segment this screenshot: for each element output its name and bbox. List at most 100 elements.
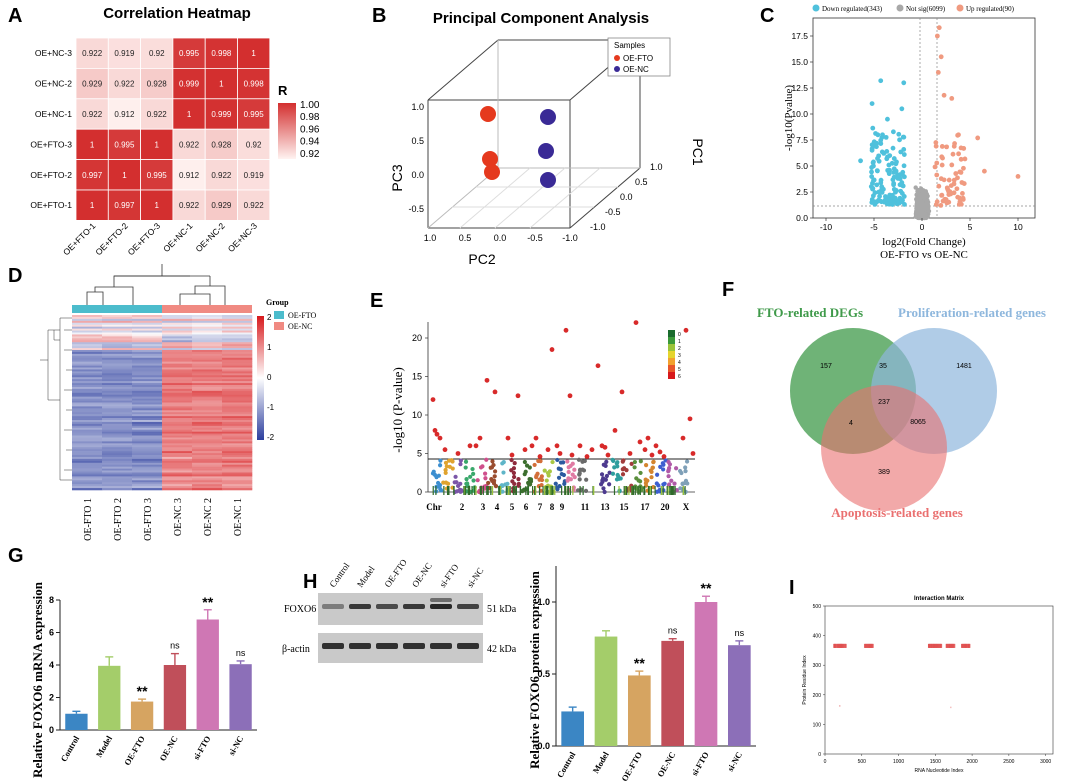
heatmap-d-cell [222, 316, 253, 320]
manhattan-point [490, 459, 495, 464]
heatmap-d-cell [222, 351, 253, 355]
pca-pc2-tick: 1.0 [424, 233, 437, 243]
heatmap-d-cell [222, 328, 253, 331]
heatmap-cell-value: 0.919 [244, 171, 265, 180]
bar-category-label: OE-FTO [122, 734, 147, 767]
heatmap-d-cell [222, 453, 253, 456]
heatmap-d-cell [132, 421, 163, 425]
heatmap-d-cell [72, 398, 103, 401]
matrix-point [838, 705, 841, 707]
matrix-xlabel: RNA Nucleotide Index [915, 768, 964, 774]
heatmap-d-cell [192, 361, 223, 364]
manhattan-scale-swatch [668, 344, 675, 351]
manhattan-point [661, 467, 666, 472]
heatmap-d-cell [72, 412, 103, 415]
heatmap-d-cell [192, 377, 223, 380]
heatmap-d-cell [102, 381, 133, 384]
manhattan-point [491, 481, 497, 486]
heatmap-d-cell [162, 315, 193, 318]
heatmap-d-cell [162, 357, 193, 361]
heatmap-d-cell [102, 383, 133, 386]
manhattan-density-bar [650, 486, 652, 495]
blot-actin [318, 633, 483, 663]
heatmap-d-cell [102, 390, 133, 394]
heatmap-d-cell [102, 340, 133, 343]
heatmap-d-cell [102, 425, 133, 429]
heatmap-d-cell [102, 342, 133, 345]
heatmap-d-cell [162, 326, 193, 329]
manhattan-point [488, 465, 493, 470]
heatmap-d-cell [222, 318, 253, 322]
volcano-point-ns [915, 188, 920, 194]
heatmap-d-xlabel: OE-NC 1 [233, 498, 244, 536]
manhattan-point [577, 468, 583, 473]
blot-band-foxo6 [430, 598, 452, 602]
bar [694, 602, 718, 746]
volcano-point-up [957, 195, 962, 201]
bar [561, 711, 584, 746]
heatmap-d-cell [102, 445, 133, 448]
heatmap-d-cell [192, 451, 223, 454]
heatmap-d-cell [102, 455, 133, 458]
blot-band-actin [376, 643, 398, 649]
manhattan-point-sig [537, 454, 543, 459]
heatmap-d-cell [162, 435, 193, 438]
manhattan-point [471, 478, 476, 483]
heatmap-d-cell [162, 398, 193, 401]
heatmap-row-label: OE+FTO-2 [30, 170, 72, 180]
volcano-point-up [944, 144, 950, 150]
heatmap-d-cell [72, 431, 103, 434]
heatmap-d-cell [222, 466, 253, 469]
heatmap-d-cell [72, 402, 103, 405]
heatmap-d-cell [132, 357, 163, 361]
heatmap-d-cell [132, 462, 163, 466]
heatmap-d-cell [222, 472, 253, 475]
manhattan-ytick: 10 [412, 410, 422, 420]
pca-pc1-tick: 0.5 [635, 177, 648, 187]
heatmap-cell-value: 0.995 [244, 110, 265, 119]
manhattan-chr-label: 11 [581, 502, 590, 512]
manhattan-point [501, 470, 506, 475]
heatmap-cell-value: 0.922 [82, 110, 103, 119]
heatmap-d-cell [162, 462, 193, 466]
manhattan-point [443, 480, 449, 485]
heatmap-d-cell [192, 388, 223, 392]
pca-pc2-tick: 0.5 [459, 233, 472, 243]
heatmap-cell-value: 0.929 [82, 80, 103, 89]
heatmap-d-cell [132, 344, 163, 347]
manhattan-point-sig [522, 447, 528, 453]
heatmap-d-cell [132, 375, 163, 378]
heatmap-d-cell [162, 338, 193, 341]
heatmap-d-cell [162, 336, 193, 339]
volcano-point-down [901, 163, 907, 169]
heatmap-d-legend-title: Group [266, 298, 289, 307]
heatmap-d-cell [72, 377, 103, 380]
heatmap-d-cell [102, 359, 133, 362]
heatmap-d-cell [102, 468, 133, 471]
pca-points [480, 106, 556, 188]
volcano-point-up [958, 170, 964, 175]
manhattan-density-bar [634, 486, 636, 495]
volcano-point-ns [916, 201, 921, 206]
volcano-point-ns [916, 212, 922, 217]
heatmap-d-cell [162, 439, 193, 442]
manhattan-point-sig [612, 428, 618, 433]
heatmap-cell [172, 98, 206, 130]
venn-count-prolif-only: 1481 [956, 363, 972, 370]
heatmap-d-cell [102, 418, 133, 421]
manhattan-density-bar [554, 486, 556, 495]
heatmap-d-cell [162, 385, 193, 388]
heatmap-col-label: OE+FTO-1 [61, 221, 98, 258]
venn-count-prolif-apop: 8065 [910, 419, 926, 426]
manhattan-point [511, 474, 517, 480]
heatmap-d-cell [102, 315, 133, 318]
volcano-ylabel: -log10(Pvalue) [783, 85, 795, 151]
pca-pc3-tick: 0.5 [411, 136, 424, 146]
manhattan-point-sig [589, 447, 595, 453]
heatmap-d-cell [132, 460, 163, 464]
volcano-point-up [938, 203, 944, 208]
heatmap-d-cell [222, 464, 253, 467]
heatmap-d-cell [192, 480, 223, 483]
manhattan-chr-label: 6 [524, 502, 529, 512]
volcano-point-down [869, 200, 875, 205]
